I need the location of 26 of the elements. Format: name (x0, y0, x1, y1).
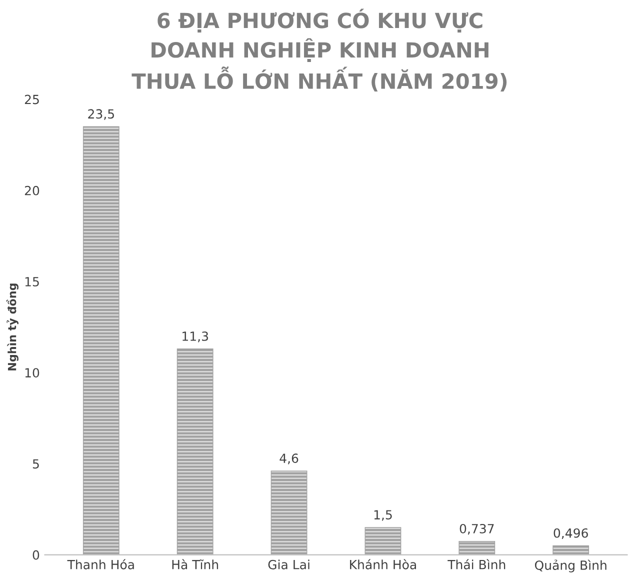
bar (270, 470, 308, 555)
bar (176, 348, 214, 555)
y-tick-label: 25 (24, 94, 39, 104)
bar (82, 126, 120, 555)
bar (364, 527, 402, 555)
y-tick-label: 10 (25, 368, 40, 378)
data-label: 0,737 (460, 524, 494, 535)
bar (458, 541, 496, 555)
x-tick-label: Thái Bình (448, 559, 506, 570)
bar (552, 545, 590, 555)
x-tick-label: Thanh Hóa (67, 559, 134, 570)
data-label: 1,5 (374, 510, 392, 521)
x-tick-label: Khánh Hòa (350, 559, 416, 570)
y-tick-label: 0 (32, 550, 40, 560)
data-label: 23,5 (88, 109, 114, 120)
y-tick-label: 15 (25, 277, 39, 286)
x-tick-label: Gia Lai (268, 560, 310, 570)
y-axis-title: Nghìn tỷ đồng (6, 284, 18, 370)
chart-title: 6 ĐỊA PHƯƠNG CÓ KHU VỰC DOANH NGHIỆP KINH DOANH THUA LỖ LỚN NHẤT (NĂM 2019) (132, 8, 507, 92)
y-tick-label: 20 (24, 186, 40, 196)
x-tick-label: Hà Tĩnh (172, 559, 218, 570)
x-tick-label: Quảng Bình (534, 560, 606, 572)
y-tick-label: 5 (32, 459, 39, 469)
data-label: 4,6 (280, 454, 298, 464)
data-label: 11,3 (182, 331, 208, 342)
data-label: 0,496 (554, 528, 588, 540)
